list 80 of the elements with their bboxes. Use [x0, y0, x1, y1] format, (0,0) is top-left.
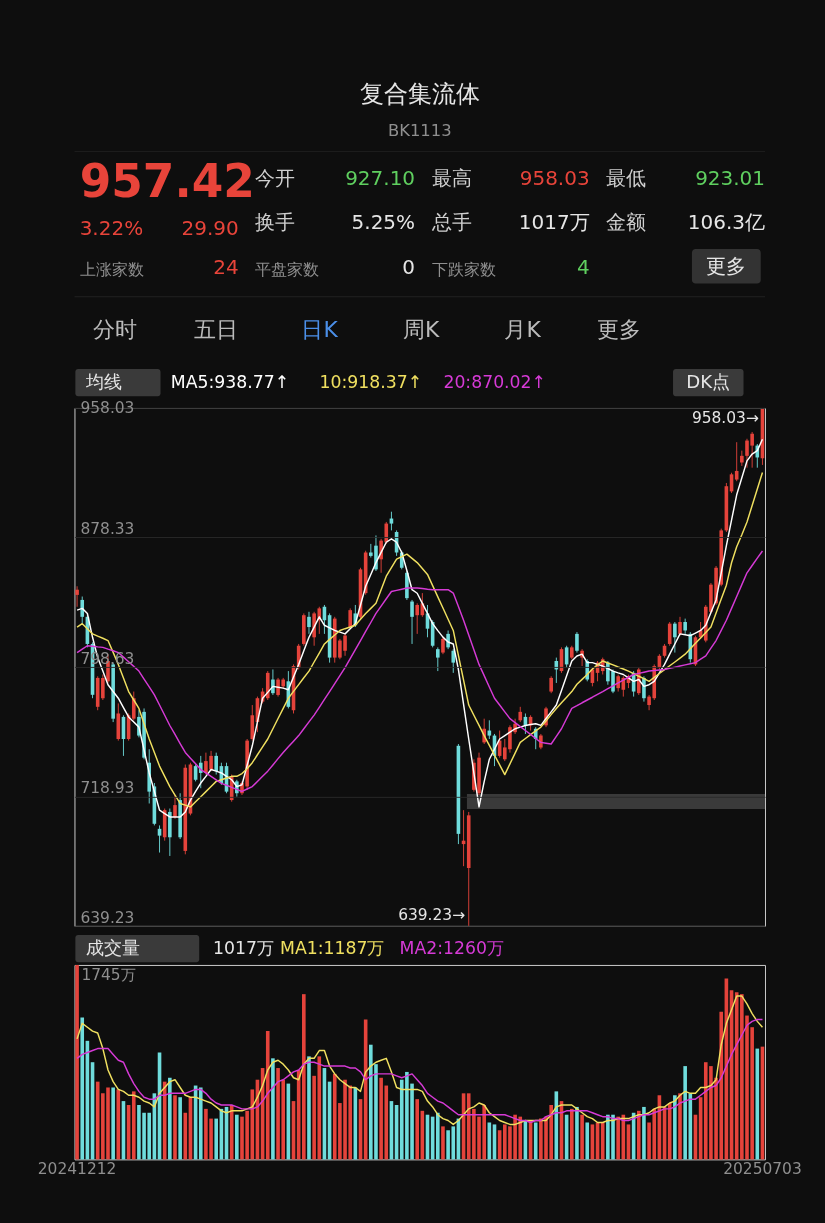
text: 957.42 — [79, 155, 255, 209]
text: 金额 — [605, 210, 646, 235]
text: 月K — [504, 317, 542, 343]
text: 29.90 — [181, 216, 239, 241]
text: MA5:938.77↑ — [170, 372, 290, 393]
text: 成交量 — [85, 937, 140, 959]
bar — [271, 1058, 275, 1160]
text: 平盘家数 — [255, 260, 320, 280]
text: 周K — [402, 317, 440, 343]
text: 3.22% — [79, 216, 144, 241]
bar — [569, 1108, 574, 1160]
annotation: 1745万 — [81, 966, 136, 985]
bar — [111, 1087, 115, 1160]
bar — [214, 1118, 219, 1160]
text: 分时 — [92, 317, 137, 343]
y-tick-label: 639.23 — [80, 908, 135, 927]
text: 换手 — [255, 210, 296, 235]
text: BK1113 — [388, 121, 452, 141]
bar — [533, 1122, 538, 1160]
x-tick-label: 20250703 — [723, 1160, 802, 1179]
bar — [198, 1087, 203, 1160]
annotation: 958.03→ — [691, 409, 759, 428]
text: DK点 — [686, 371, 731, 393]
bar — [415, 1099, 419, 1160]
text: 927.10 — [345, 166, 416, 191]
text: 今开 — [255, 166, 296, 191]
text: 上涨家数 — [79, 260, 144, 280]
text: 复合集流体 — [359, 79, 480, 108]
bar — [178, 1097, 182, 1160]
bar — [80, 1017, 85, 1160]
bar — [235, 1114, 239, 1160]
text: 1017万 — [518, 210, 590, 235]
annotation: 639.23→ — [398, 906, 466, 925]
bar — [683, 1066, 687, 1160]
bar — [642, 1106, 646, 1160]
text: 0 — [402, 255, 416, 280]
bar — [131, 1091, 136, 1160]
bar — [755, 1048, 760, 1160]
text: 最低 — [605, 166, 646, 191]
text: MA2:1260万 — [399, 938, 504, 959]
bar — [575, 1106, 579, 1160]
text: 20:870.02↑ — [443, 372, 546, 393]
bar — [636, 1110, 641, 1160]
bar — [600, 1122, 605, 1160]
bar — [667, 1103, 672, 1160]
bar — [307, 1056, 311, 1160]
text: 10:918.37↑ — [319, 372, 423, 393]
bar — [673, 1095, 677, 1160]
text: 均线 — [84, 371, 122, 393]
text: 923.01 — [695, 166, 766, 191]
bar — [168, 1077, 172, 1160]
text: 5.25% — [351, 210, 416, 235]
text: 24 — [213, 255, 239, 280]
text: 1017万 — [212, 938, 274, 959]
bar — [585, 1122, 590, 1160]
text: 总手 — [431, 210, 473, 235]
bar — [436, 1112, 440, 1160]
text: 日K — [301, 317, 339, 343]
y-tick-label: 958.03 — [80, 399, 135, 418]
text: 更多 — [596, 317, 641, 343]
bar — [75, 964, 79, 1160]
y-tick-label: 878.33 — [80, 520, 135, 539]
bar — [265, 1031, 270, 1160]
x-tick-label: 20241212 — [37, 1160, 117, 1179]
text: 4 — [576, 255, 590, 280]
bar — [580, 1114, 584, 1160]
bar — [302, 994, 306, 1160]
bar — [441, 1126, 445, 1160]
text: 106.3亿 — [687, 210, 766, 235]
text: 下跌家数 — [432, 260, 497, 280]
text: 更多 — [706, 253, 747, 278]
bar — [616, 1116, 620, 1160]
bar — [183, 1112, 188, 1160]
y-tick-label: 718.93 — [80, 779, 135, 798]
bar — [173, 1095, 177, 1160]
text: 最高 — [432, 166, 473, 191]
text: 958.03 — [519, 166, 590, 191]
text: 五日 — [193, 317, 238, 343]
text: MA1:1187万 — [280, 938, 385, 959]
bar — [678, 1093, 682, 1160]
